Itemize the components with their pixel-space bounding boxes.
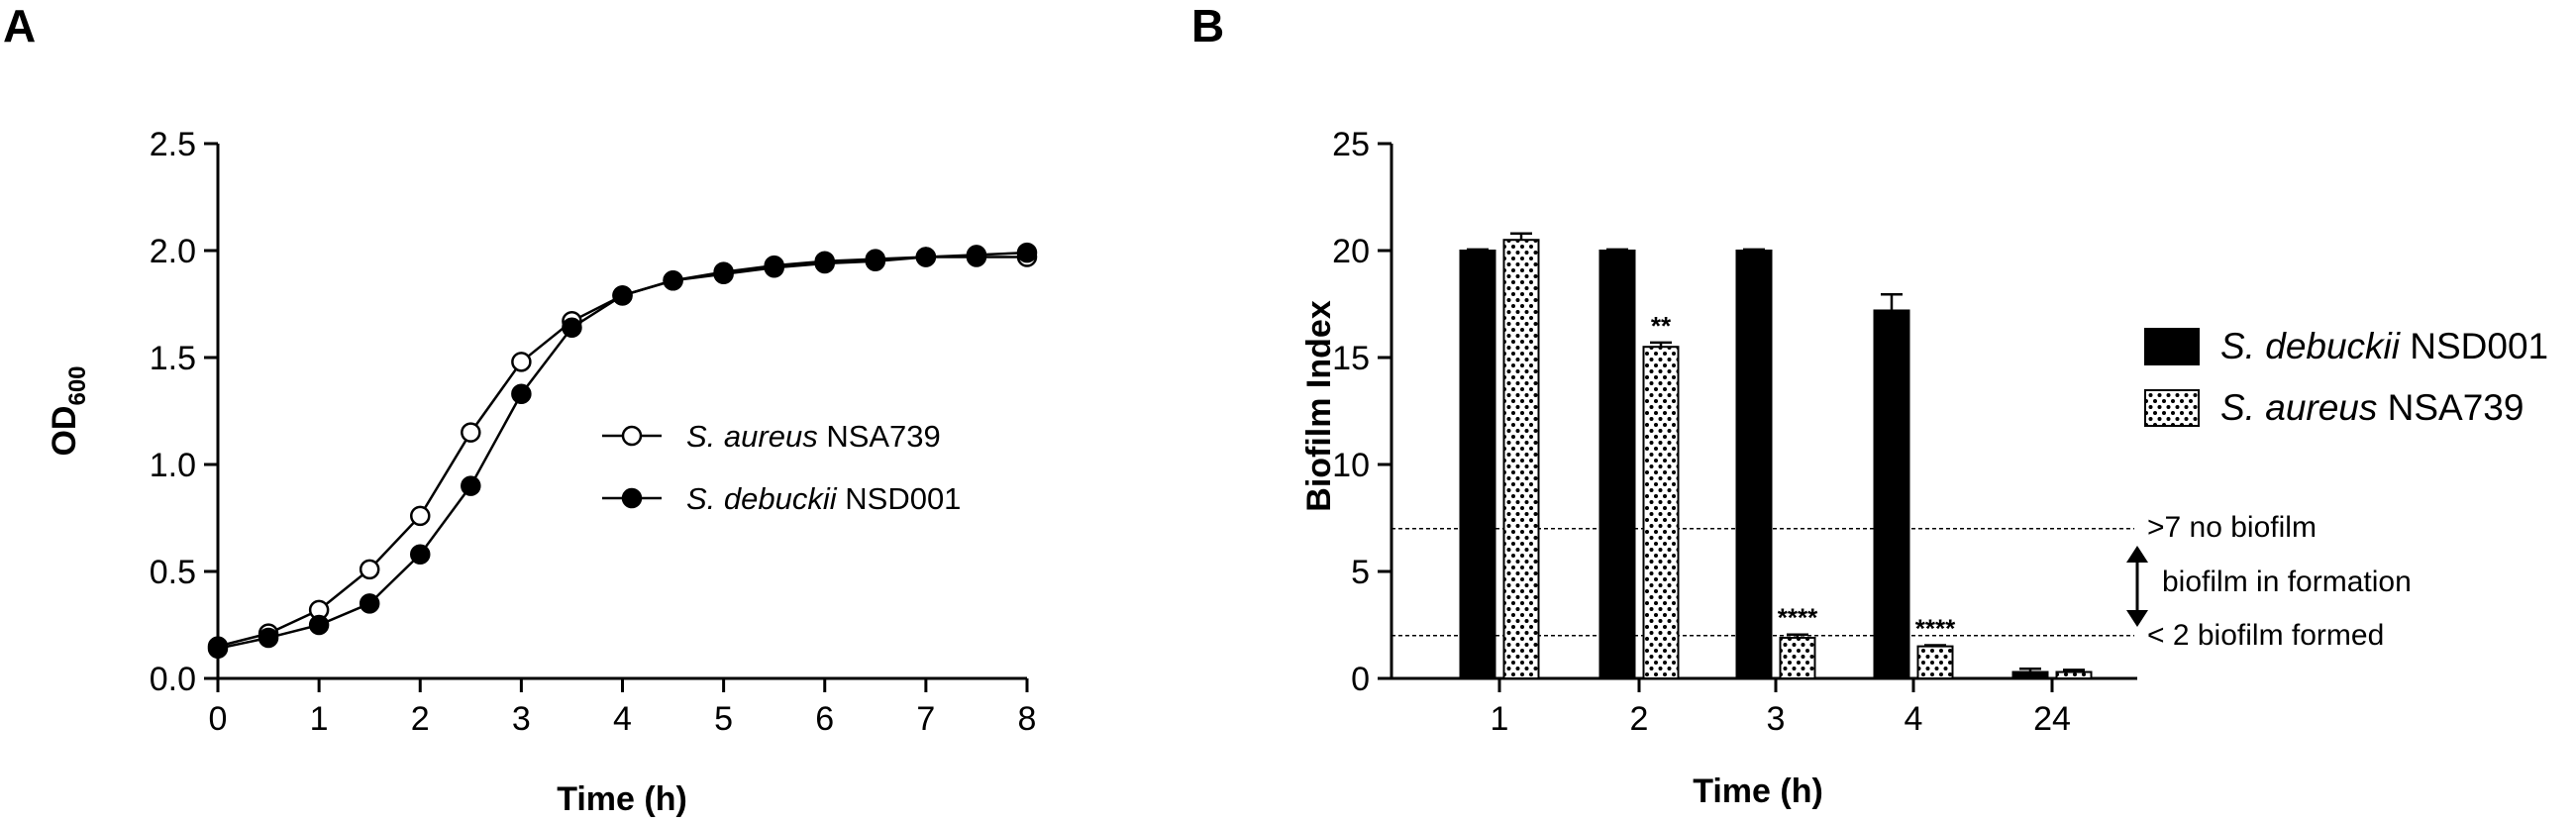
y-tick-label: 2.0: [150, 233, 196, 270]
range-arrow-down-head: [2126, 610, 2148, 627]
x-tick-label: 4: [613, 700, 632, 738]
legend-label: S. aureus NSA739: [686, 419, 941, 454]
y-tick-label: 25: [1332, 126, 1370, 163]
x-tick-label: 7: [916, 700, 935, 738]
data-point-s-aureus: [359, 559, 380, 580]
legend-label: S. aureus NSA739: [2220, 387, 2524, 428]
data-point-s-debuckii: [764, 258, 784, 278]
panel-label-a: A: [3, 0, 36, 52]
panel-label-b: B: [1191, 0, 1224, 52]
reference-annotation: >7 no biofilm biofilm in formation < 2 b…: [2126, 511, 2412, 652]
data-point-s-debuckii: [461, 475, 481, 496]
significance-label: **: [1651, 311, 1672, 341]
x-tick-label: 4: [1905, 700, 1923, 738]
x-tick-label: 3: [1767, 700, 1786, 738]
x-tick-label: 0: [209, 700, 228, 738]
y-tick-label: 0.5: [150, 554, 196, 591]
y-tick-label: 0: [1351, 661, 1370, 698]
data-point-s-debuckii: [966, 245, 987, 265]
x-tick-label: 2: [411, 700, 430, 738]
data-point-s-debuckii: [1016, 242, 1038, 263]
data-point-s-debuckii: [562, 317, 582, 339]
x-tick-label: 2: [1630, 700, 1649, 738]
bar-s-aureus: [1779, 636, 1816, 680]
x-tick-label: 3: [512, 700, 531, 738]
data-point-s-debuckii: [865, 251, 886, 272]
bar-s-debuckii: [2011, 670, 2049, 680]
y-tick-label: 1.5: [150, 340, 196, 377]
legend-swatch-solid: [2144, 328, 2200, 365]
bar-s-debuckii: [1735, 250, 1773, 679]
bar-s-aureus: [1642, 346, 1680, 679]
range-label-biofilm-in-formation: biofilm in formation: [2162, 566, 2412, 598]
data-point-s-debuckii: [612, 285, 633, 306]
y-tick-label: 0.0: [150, 661, 196, 698]
legend-swatch-dotted: [2144, 389, 2200, 427]
x-tick-label: 8: [1018, 700, 1037, 738]
bar-s-aureus: [1916, 645, 1954, 679]
significance-label: ****: [1915, 614, 1956, 644]
bar-s-debuckii: [1873, 309, 1910, 679]
significance-label: ****: [1778, 603, 1818, 633]
y-tick-label: 10: [1332, 447, 1370, 484]
x-tick-label: 1: [310, 700, 329, 738]
y-tick-label: 20: [1332, 233, 1370, 270]
legend-marker-open: [621, 425, 643, 447]
bar-s-aureus: [1502, 239, 1540, 679]
x-axis-label: Time (h): [1693, 772, 1823, 810]
y-axis-label: Biofilm Index: [1300, 300, 1338, 512]
data-point-s-debuckii: [308, 614, 330, 636]
bar-s-debuckii: [1598, 250, 1636, 679]
legend-label: S. debuckii NSD001: [2220, 326, 2548, 366]
data-point-s-debuckii: [915, 247, 937, 267]
data-point-s-aureus: [410, 505, 431, 527]
y-tick-label: 15: [1332, 340, 1370, 377]
legend-label: S. debuckii NSD001: [686, 481, 961, 516]
x-tick-label: 24: [2033, 700, 2071, 738]
x-axis-label: Time (h): [557, 780, 687, 818]
data-point-s-debuckii: [258, 627, 279, 649]
data-point-s-debuckii: [359, 593, 380, 614]
growth-curve-chart: 0.0 0.5 1.0 1.5 2.0 2.5 0 1 2 3 4 5 6 7 8 Time (h) OD…: [46, 126, 1038, 818]
x-tick-label: 5: [714, 700, 733, 738]
y-axis-label: OD600: [46, 365, 91, 456]
data-point-s-debuckii: [410, 544, 431, 565]
ref-label-biofilm-formed: < 2 biofilm formed: [2147, 619, 2384, 652]
data-point-s-debuckii: [663, 269, 683, 291]
range-arrow-up-head: [2126, 546, 2148, 563]
y-tick-label: 1.0: [150, 447, 196, 484]
legend: S. debuckii NSD001 S. aureus NSA739: [2144, 326, 2548, 428]
bar-s-debuckii: [1459, 250, 1496, 679]
data-point-s-aureus: [511, 352, 532, 372]
legend-marker-filled: [621, 487, 643, 509]
bar-s-aureus: [2055, 670, 2093, 680]
ref-label-no-biofilm: >7 no biofilm: [2147, 511, 2317, 544]
data-point-s-debuckii: [207, 638, 229, 660]
y-tick-label: 5: [1351, 554, 1370, 591]
data-point-s-debuckii: [814, 253, 835, 274]
x-tick-label: 6: [815, 700, 834, 738]
legend: S. aureus NSA739 S. debuckii NSD001: [602, 419, 961, 516]
x-tick-label: 1: [1491, 700, 1509, 738]
data-point-s-debuckii: [511, 383, 532, 404]
y-tick-label: 2.5: [150, 126, 196, 163]
data-point-s-aureus: [461, 422, 481, 443]
data-point-s-debuckii: [713, 263, 734, 285]
